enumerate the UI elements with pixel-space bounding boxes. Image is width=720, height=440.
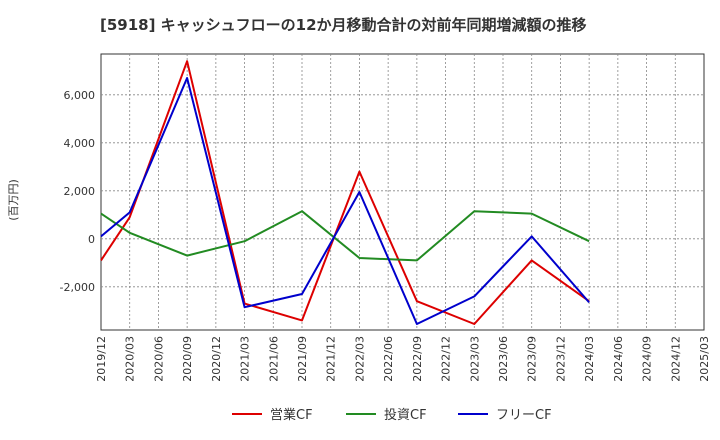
chart-title: [5918] キャッシュフローの12か月移動合計の対前年同期増減額の推移 <box>100 16 587 34</box>
x-tick-label: 2023/12 <box>554 336 567 382</box>
x-tick-label: 2024/03 <box>583 336 596 382</box>
x-tick-label: 2024/06 <box>612 336 625 382</box>
x-tick-label: 2023/03 <box>468 336 481 382</box>
x-tick-label: 2021/06 <box>267 336 280 382</box>
x-tick-label: 2024/09 <box>641 336 654 382</box>
x-tick-label: 2020/09 <box>181 336 194 382</box>
y-tick-label: -2,000 <box>60 281 95 294</box>
y-tick-label: 4,000 <box>64 137 96 150</box>
series-layer <box>100 60 590 325</box>
x-tick-label: 2021/09 <box>296 336 309 382</box>
legend-label: 営業CF <box>270 407 313 423</box>
series-line <box>100 60 590 325</box>
y-axis-label: (百万円) <box>7 179 20 221</box>
plot-area <box>100 53 705 331</box>
x-tick-label: 2025/03 <box>698 336 711 382</box>
x-tick-label: 2020/06 <box>152 336 165 382</box>
x-tick-label: 2021/03 <box>239 336 252 382</box>
y-axis-ticks: -2,000 0 2,000 4,000 6,000 <box>60 89 95 294</box>
x-tick-label: 2022/09 <box>411 336 424 382</box>
x-tick-label: 2024/12 <box>669 336 682 382</box>
x-tick-label: 2023/06 <box>497 336 510 382</box>
y-tick-label: 2,000 <box>64 185 96 198</box>
x-tick-label: 2022/03 <box>353 336 366 382</box>
y-tick-label: 0 <box>88 233 95 246</box>
x-tick-label: 2021/12 <box>325 336 338 382</box>
legend-label: フリーCF <box>496 408 552 423</box>
x-axis-ticks: 2019/12 2020/03 2020/06 2020/09 2020/12 2021/… <box>95 336 711 382</box>
x-tick-label: 2019/12 <box>95 336 108 382</box>
series-line <box>100 210 590 262</box>
x-tick-label: 2022/06 <box>382 336 395 382</box>
x-tick-label: 2020/03 <box>124 336 137 382</box>
legend-label: 投資CF <box>384 407 427 423</box>
legend: 営業CF 投資CF フリーCF <box>232 407 552 423</box>
grid-layer <box>101 54 704 330</box>
y-tick-label: 6,000 <box>64 89 96 102</box>
x-tick-label: 2022/12 <box>440 336 453 382</box>
x-tick-label: 2023/09 <box>526 336 539 382</box>
x-tick-label: 2020/12 <box>210 336 223 382</box>
series-line <box>100 77 590 325</box>
